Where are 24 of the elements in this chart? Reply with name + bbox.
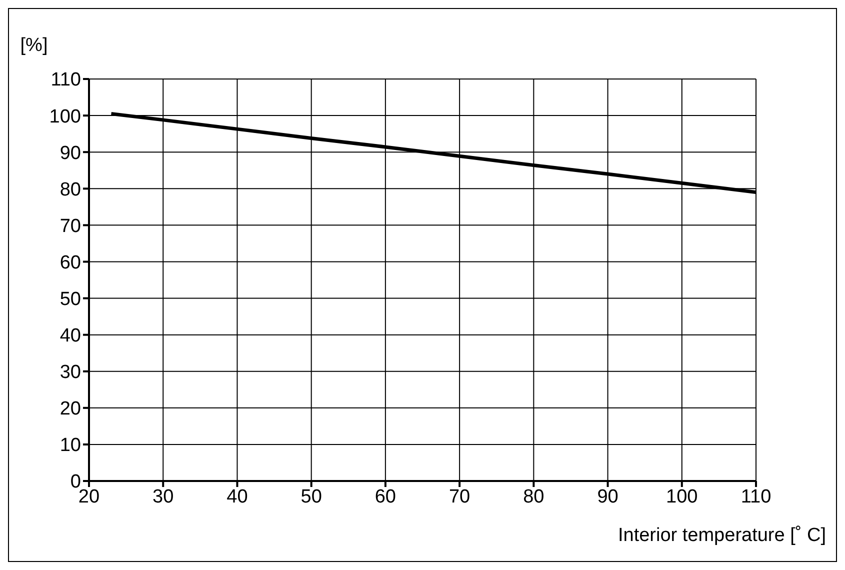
x-tick-label: 90 — [597, 486, 618, 508]
y-tick-label: 60 — [60, 252, 81, 274]
y-tick-label: 110 — [50, 70, 81, 91]
y-tick-label: 50 — [60, 289, 81, 310]
x-tick-label: 20 — [78, 486, 100, 508]
x-tick-label: 40 — [226, 486, 248, 508]
y-tick-label: 40 — [60, 326, 81, 347]
y-tick-label: 30 — [60, 362, 81, 384]
y-tick-label: 0 — [70, 472, 81, 493]
x-tick-label: 30 — [152, 486, 174, 508]
x-axis-title: Interior temperature [˚ C] — [618, 525, 826, 546]
y-axis-title: [%] — [20, 35, 48, 56]
y-tick-label: 90 — [60, 142, 81, 164]
x-tick-label: 110 — [740, 486, 772, 508]
x-tick-label: 60 — [374, 486, 396, 508]
x-tick-label: 100 — [666, 486, 698, 508]
x-tick-label: 80 — [523, 486, 544, 508]
y-tick-label: 100 — [49, 106, 81, 128]
y-tick-label: 80 — [60, 179, 81, 200]
y-tick-label: 70 — [60, 216, 81, 237]
y-tick-label: 20 — [60, 398, 81, 420]
y-tick-label: 10 — [60, 435, 81, 456]
x-tick-label: 50 — [300, 486, 322, 508]
x-tick-label: 70 — [448, 486, 470, 508]
